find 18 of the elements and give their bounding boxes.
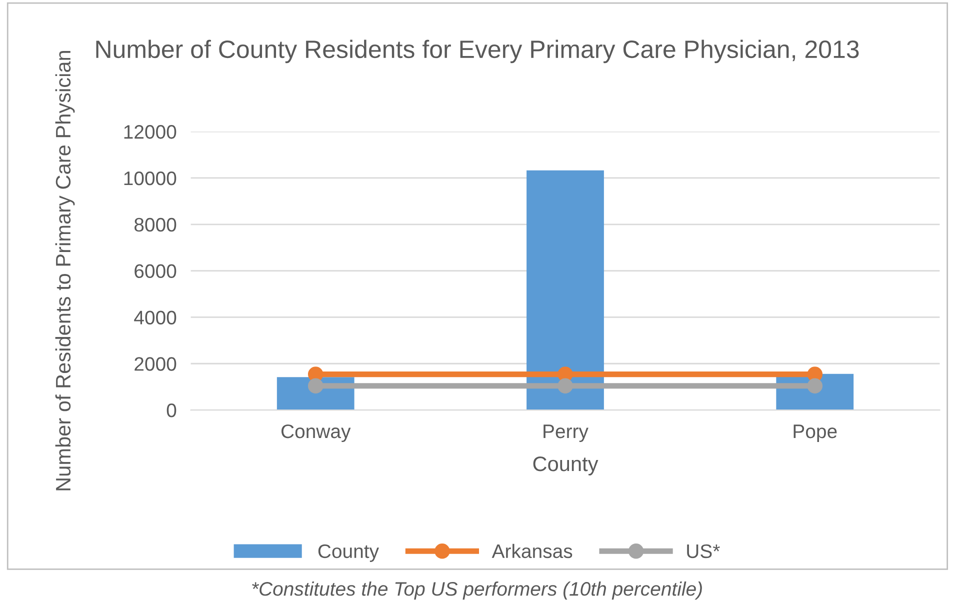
bar: [526, 170, 604, 410]
x-axis-title: County: [533, 456, 598, 476]
y-tick-label: 10000: [124, 171, 176, 186]
y-tick-label: 0: [166, 404, 176, 418]
x-tick-label: Perry: [544, 424, 588, 442]
chart-title: Number of County Residents for Every Primary Care Physician, 2013: [96, 40, 859, 64]
legend-label: US*: [687, 544, 720, 558]
y-axis-title: Number of Residents to Primary Care Physician: [55, 51, 75, 490]
y-tick-label: 8000: [134, 218, 176, 232]
text: *Constitutes the Top US performers (10th percentile): [252, 582, 702, 600]
x-tick-label: Pope: [794, 424, 837, 442]
x-tick-label: Conway: [281, 424, 351, 442]
y-tick-label: 2000: [134, 357, 176, 371]
legend-label: County: [318, 544, 379, 562]
y-tick-label: 6000: [134, 264, 176, 278]
y-tick-label: 4000: [134, 310, 176, 324]
y-tick-label: 12000: [124, 125, 176, 139]
legend-label: Arkansas: [492, 544, 572, 558]
